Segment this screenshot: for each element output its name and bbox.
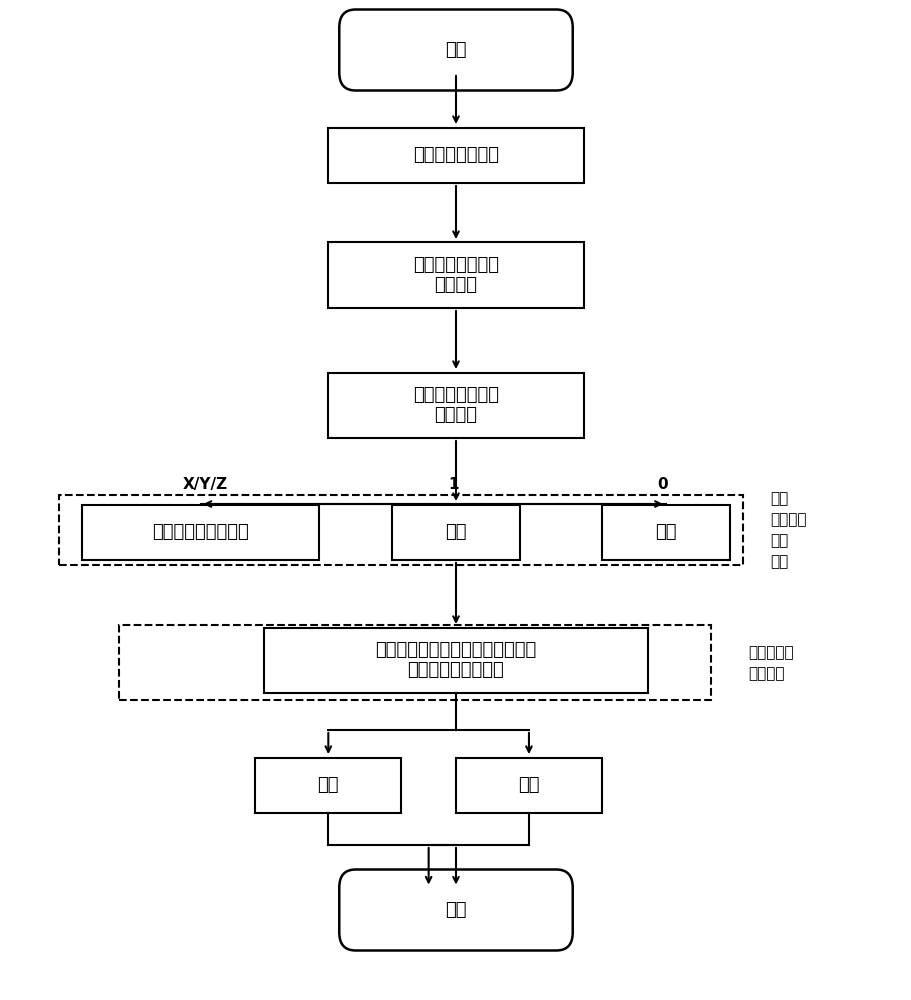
Bar xyxy=(118,625,711,700)
FancyBboxPatch shape xyxy=(456,758,601,812)
Text: X/Y/Z: X/Y/Z xyxy=(182,477,228,492)
Text: 起抖: 起抖 xyxy=(317,776,339,794)
Text: 停抖: 停抖 xyxy=(517,776,539,794)
Text: 1: 1 xyxy=(447,477,458,492)
FancyBboxPatch shape xyxy=(328,242,583,308)
FancyBboxPatch shape xyxy=(328,372,583,438)
Text: 起抖: 起抖 xyxy=(445,523,466,541)
Text: 停抖: 停抖 xyxy=(654,523,676,541)
Text: 开始: 开始 xyxy=(445,41,466,59)
Text: 结束: 结束 xyxy=(445,901,466,919)
FancyBboxPatch shape xyxy=(339,869,572,950)
Text: 抖动的微处理器控制抖动驱动控制
单元的输入控制信号: 抖动的微处理器控制抖动驱动控制 单元的输入控制信号 xyxy=(375,641,536,679)
Text: 判断控制的陀螺序号: 判断控制的陀螺序号 xyxy=(152,523,249,541)
Text: 发送惯组通讯软件
控制指令: 发送惯组通讯软件 控制指令 xyxy=(413,256,498,294)
FancyBboxPatch shape xyxy=(339,10,572,91)
Text: 惯组上电、初始化: 惯组上电、初始化 xyxy=(413,146,498,164)
FancyBboxPatch shape xyxy=(264,628,647,692)
Text: 惯组
计算机板
通讯
软件: 惯组 计算机板 通讯 软件 xyxy=(770,491,806,569)
FancyBboxPatch shape xyxy=(82,504,319,560)
FancyBboxPatch shape xyxy=(601,504,729,560)
Bar xyxy=(59,495,742,565)
Text: 惯组通讯软件解析
控制指令: 惯组通讯软件解析 控制指令 xyxy=(413,386,498,424)
Text: 惯组抖动板
微处理器: 惯组抖动板 微处理器 xyxy=(747,645,793,681)
FancyBboxPatch shape xyxy=(392,504,519,560)
FancyBboxPatch shape xyxy=(328,127,583,182)
Text: 0: 0 xyxy=(657,477,668,492)
FancyBboxPatch shape xyxy=(255,758,401,812)
